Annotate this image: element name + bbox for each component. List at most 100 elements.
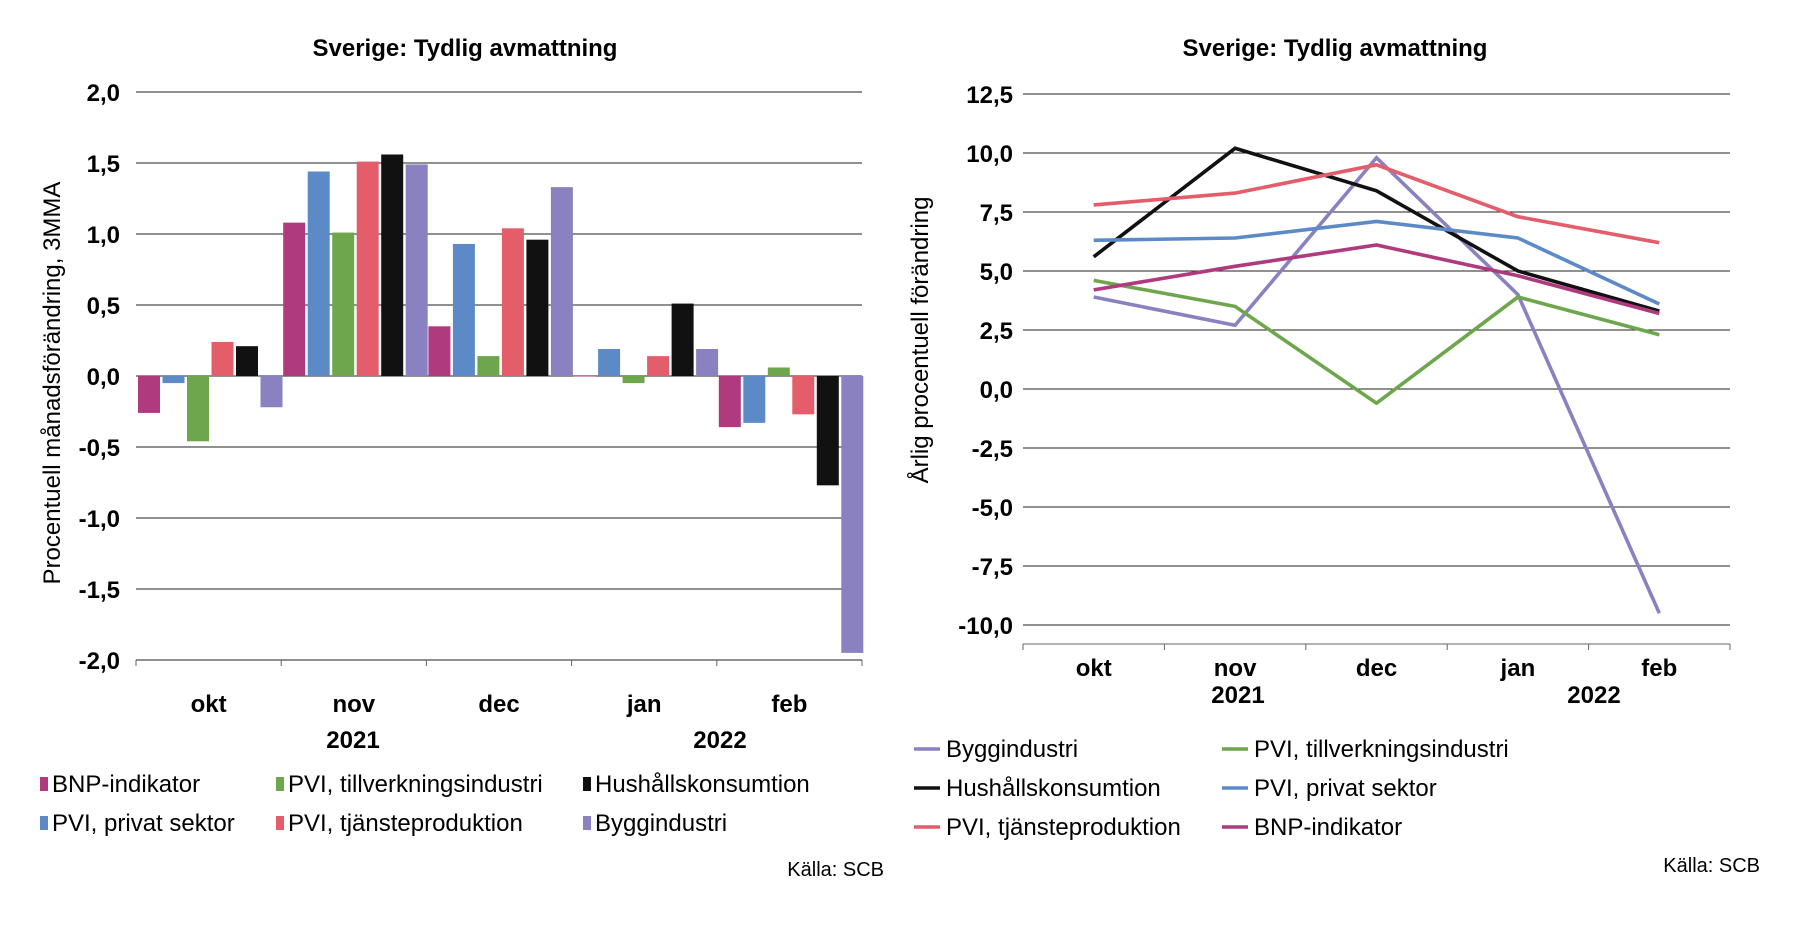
left-x-tick-label-nov: nov — [332, 691, 375, 718]
bar-byggindustri-dec — [550, 187, 573, 376]
right-legend-label: Hushållskonsumtion — [946, 775, 1161, 802]
line-pvi-tjansteproduktion — [1093, 162, 1660, 245]
bar-pvi-tjansteproduktion-okt — [211, 341, 234, 376]
left-y-tick-label: -2,0 — [79, 648, 120, 675]
bar-hushallskonsumtion-dec — [526, 239, 549, 376]
left-legend-swatch — [583, 816, 591, 830]
right-legend-item-pvi-tjansteproduktion: PVI, tjänsteproduktion — [914, 814, 1181, 841]
right-x-tick-label-dec: dec — [1356, 655, 1397, 682]
right-legend-item-pvi-tillverkningsindustri: PVI, tillverkningsindustri — [1222, 736, 1509, 763]
left-chart-title: Sverige: Tydlig avmattning — [313, 35, 618, 62]
left-x-axis: okt nov dec jan feb — [135, 660, 863, 718]
left-legend-swatch — [276, 777, 284, 791]
left-x-tick-label-feb: feb — [771, 691, 807, 718]
right-legend-label: PVI, tillverkningsindustri — [1254, 736, 1509, 763]
left-legend-swatch — [276, 816, 284, 830]
right-legend-item-bnp-indikator: BNP-indikator — [1222, 814, 1402, 841]
bar-pvi-privat-sektor-jan — [598, 349, 621, 376]
left-y-tick-label: 0,0 — [87, 364, 120, 391]
bar-hushallskonsumtion-feb — [816, 376, 839, 486]
left-legend-label: PVI, tjänsteproduktion — [288, 810, 523, 837]
bar-bnp-indikator-okt — [138, 376, 160, 413]
right-y-tick-label: 5,0 — [980, 259, 1013, 286]
left-legend-swatch — [583, 777, 591, 791]
left-y-tick-label: -0,5 — [79, 435, 120, 462]
bar-pvi-tjansteproduktion-jan — [647, 356, 670, 376]
bar-pvi-privat-sektor-feb — [743, 376, 766, 423]
left-legend-item-pvi-tillverkningsindustri: PVI, tillverkningsindustri — [276, 771, 543, 798]
right-chart-title: Sverige: Tydlig avmattning — [1183, 35, 1488, 62]
right-legend-item-byggindustri: Byggindustri — [914, 736, 1078, 763]
left-legend-label: Byggindustri — [595, 810, 727, 837]
left-bars — [138, 154, 864, 653]
line-pvi-privat-sektor — [1093, 219, 1661, 306]
line-hushallskonsumtion — [1092, 146, 1660, 313]
bar-byggindustri-jan — [696, 349, 719, 376]
left-y-tick-labels: 2,0 1,5 1,0 0,5 0,0 -0,5 -1,0 -1,5 -2,0 — [79, 80, 120, 675]
left-legend-label: PVI, privat sektor — [52, 810, 235, 837]
bar-bnp-indikator-dec — [428, 326, 451, 376]
right-legend-label: BNP-indikator — [1254, 814, 1402, 841]
left-legend-swatch — [40, 777, 48, 791]
left-legend: BNP-indikator PVI, tillverkningsindustri H… — [40, 771, 810, 837]
left-legend-item-pvi-tjansteproduktion: PVI, tjänsteproduktion — [276, 810, 523, 837]
left-year-label-2021: 2021 — [326, 727, 379, 754]
left-legend-item-bnp-indikator: BNP-indikator — [40, 771, 200, 798]
right-y-axis-label: Årlig procentuell förändring — [906, 197, 934, 484]
bar-pvi-tillverkningsindustri-nov — [332, 232, 355, 376]
left-year-label-2022: 2022 — [693, 727, 746, 754]
right-line-chart: Sverige: Tydlig avmattning Årlig procent… — [906, 35, 1760, 877]
bar-byggindustri-nov — [405, 164, 428, 376]
left-y-tick-label: -1,5 — [79, 577, 120, 604]
right-legend-label: PVI, tjänsteproduktion — [946, 814, 1181, 841]
left-y-tick-label: 2,0 — [87, 80, 120, 107]
right-y-tick-label: 2,5 — [980, 318, 1013, 345]
bar-pvi-tjansteproduktion-nov — [356, 161, 379, 376]
left-y-tick-label: 1,0 — [87, 222, 120, 249]
left-legend-item-byggindustri: Byggindustri — [583, 810, 727, 837]
bar-hushallskonsumtion-nov — [381, 154, 404, 376]
right-lines — [1092, 146, 1661, 614]
left-legend-label: PVI, tillverkningsindustri — [288, 771, 543, 798]
line-bnp-indikator — [1093, 243, 1660, 316]
right-year-label-2022: 2022 — [1567, 682, 1620, 709]
bar-pvi-privat-sektor-dec — [452, 243, 475, 376]
left-y-tick-label: 1,5 — [87, 151, 120, 178]
bar-pvi-tjansteproduktion-dec — [501, 228, 524, 376]
bar-pvi-privat-sektor-nov — [307, 171, 330, 376]
right-legend-item-pvi-privat-sektor: PVI, privat sektor — [1222, 775, 1437, 802]
right-y-tick-label: 12,5 — [966, 82, 1013, 109]
line-pvi-tillverkningsindustri — [1093, 278, 1660, 406]
left-x-tick-label-okt: okt — [191, 691, 227, 718]
left-x-tick-label-jan: jan — [626, 691, 662, 718]
right-y-tick-label: -10,0 — [958, 613, 1013, 640]
line-byggindustri — [1093, 155, 1661, 614]
bar-pvi-tjansteproduktion-feb — [792, 376, 815, 415]
right-x-tick-label-nov: nov — [1214, 655, 1257, 682]
right-legend-item-hushallskonsumtion: Hushållskonsumtion — [914, 775, 1161, 802]
right-y-tick-label: 7,5 — [980, 200, 1013, 227]
bar-byggindustri-feb — [841, 376, 864, 653]
bar-bnp-indikator-feb — [718, 376, 741, 428]
left-x-tick-label-dec: dec — [478, 691, 519, 718]
left-legend-item-pvi-privat-sektor: PVI, privat sektor — [40, 810, 235, 837]
right-year-label-2021: 2021 — [1211, 682, 1264, 709]
right-legend: Byggindustri PVI, tillverkningsindustri Hu… — [914, 736, 1509, 841]
right-x-tick-label-jan: jan — [1500, 655, 1536, 682]
right-y-tick-label: 10,0 — [966, 141, 1013, 168]
right-legend-label: PVI, privat sektor — [1254, 775, 1437, 802]
right-y-tick-label: -5,0 — [972, 495, 1013, 522]
bar-pvi-tillverkningsindustri-jan — [622, 376, 645, 384]
bar-bnp-indikator-jan — [573, 376, 596, 377]
right-y-tick-labels: 12,5 10,0 7,5 5,0 2,5 0,0 -2,5 -5,0 -7,5 -10,0 — [958, 82, 1013, 640]
right-y-tick-label: -2,5 — [972, 436, 1013, 463]
bar-pvi-tillverkningsindustri-dec — [477, 356, 500, 376]
left-legend-label: BNP-indikator — [52, 771, 200, 798]
right-x-tick-label-okt: okt — [1076, 655, 1112, 682]
left-y-tick-label: -1,0 — [79, 506, 120, 533]
bar-pvi-privat-sektor-okt — [162, 376, 185, 384]
right-y-tick-label: -7,5 — [972, 554, 1013, 581]
bar-byggindustri-okt — [260, 376, 283, 408]
right-y-tick-label: 0,0 — [980, 377, 1013, 404]
